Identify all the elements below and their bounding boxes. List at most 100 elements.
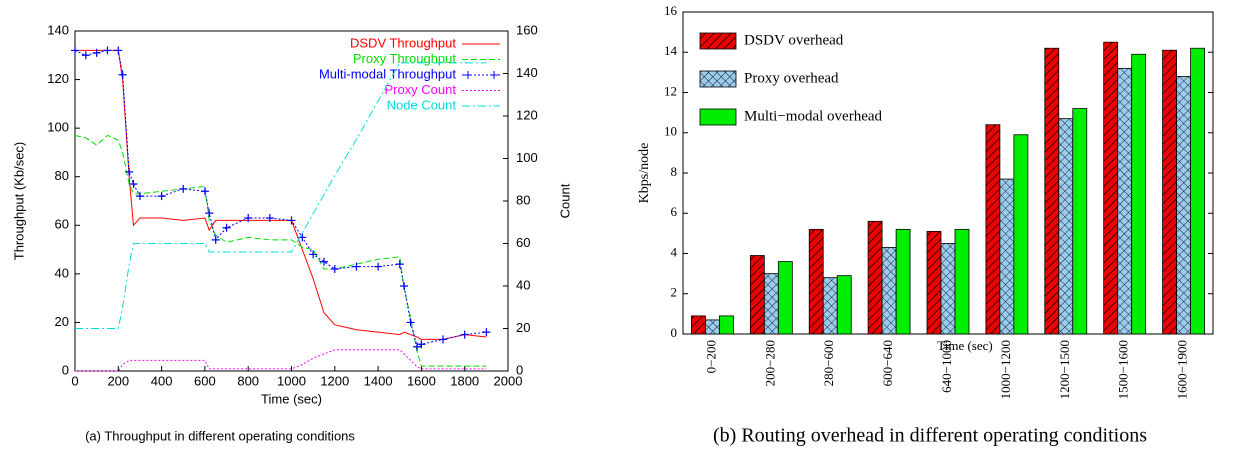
y2-tick-label: 60 [516,235,530,250]
series-line [74,134,487,367]
series-line [75,62,487,329]
x-tick-label: 1600 [407,373,436,388]
legend-swatch [699,32,737,50]
x-tick-label: 0−200 [703,340,718,373]
point-marker [265,214,274,222]
y2-tick-label: 160 [516,22,538,37]
x-tick-label: 1400 [364,373,393,388]
point-marker [309,250,318,259]
point-marker [287,216,296,225]
bar [1103,41,1119,335]
bar [954,228,970,335]
legend-marker [464,71,472,79]
bar [705,319,720,335]
y-tick-label: 60 [55,217,69,232]
legend-label: DSDV overhead [744,32,844,48]
y2-axis-label: Count [557,183,572,218]
point-marker [81,51,90,60]
point-marker [352,262,361,271]
point-marker [200,187,209,196]
bar [1044,47,1060,335]
y2-tick-label: 120 [516,107,538,122]
legend-swatch [699,108,737,126]
point-marker [460,330,469,339]
point-marker [482,328,491,337]
x-axis-label: Time (sec) [261,391,322,406]
x-tick-label: 200−280 [762,340,777,386]
y-tick-label: 0 [62,362,69,377]
y-tick-label: 12 [664,83,677,98]
series-line [75,349,487,372]
point-marker [413,342,422,351]
y-axis-label: Kbps/node [637,143,652,204]
point-marker [400,282,409,290]
x-tick-label: 0 [71,373,78,388]
point-marker [114,46,123,55]
x-tick-label: 1000−1200 [998,340,1013,399]
legend-label: Node Count [387,97,457,112]
point-marker [417,340,426,349]
y-tick-label: 140 [47,22,69,37]
y-tick-label: 20 [55,314,69,329]
y2-tick-label: 100 [516,150,538,165]
x-tick-label: 800 [237,373,259,388]
x-tick-label: 1200−1500 [1057,340,1072,399]
x-tick-label: 1600−1900 [1175,340,1190,399]
point-marker [395,260,404,269]
throughput-chart: 0 200 400 600 800 1000 1200 1400 1600 1800 2000020… [11,22,572,443]
point-marker [103,46,112,55]
y2-tick-label: 20 [516,320,530,335]
point-marker [157,192,166,201]
y-tick-label: 10 [664,124,677,139]
bar [1072,108,1088,335]
bar [1190,47,1205,335]
caption: (b) Routing overhead in different operat… [713,425,1147,447]
y-tick-label: 16 [664,3,678,18]
bar [926,230,942,335]
bar [749,255,765,335]
y-tick-label: 4 [671,244,678,259]
bar [1013,134,1029,335]
point-marker [222,223,231,232]
x-tick-label: 600−640 [880,340,895,386]
legend-label: Proxy Throughput [353,51,456,66]
legend-label: Multi−modal overhead [744,108,883,124]
x-tick-label: 1200 [320,373,349,388]
point-marker [179,184,188,193]
point-marker [118,70,127,79]
bar [822,277,838,335]
bar [1176,76,1191,335]
bar [867,220,883,335]
series-line [74,49,487,348]
legend-label: DSDV Throughput [350,35,456,50]
overhead-chart: 0 2 4 6 8 10 12 14 16 Kbps/node Time (sec) 0−200 200… [637,3,1214,447]
point-marker [211,235,220,244]
x-tick-label: 200 [107,373,129,388]
point-marker [71,46,79,55]
point-marker [125,167,134,176]
x-tick-label: 600 [194,373,216,388]
point-marker [129,180,138,188]
y2-tick-label: 40 [516,277,530,292]
bar [881,247,897,335]
bar [836,275,852,335]
legend-label: Multi-modal Throughput [319,66,456,81]
series-line [75,49,487,340]
legend-marker [490,71,498,79]
point-marker [205,209,214,218]
bar [985,124,1001,335]
x-tick-label: 1000 [277,373,306,388]
caption: (a) Throughput in different operating co… [85,428,355,443]
y-tick-label: 8 [671,164,678,179]
point-marker [319,257,328,266]
legend-label: Proxy overhead [744,70,839,86]
y2-tick-label: 140 [516,65,538,80]
point-marker [330,265,339,273]
point-marker [135,192,144,201]
point-marker [439,335,448,344]
x-tick-label: 2000 [494,373,523,388]
y-axis-label: Throughput (Kb/sec) [11,142,26,261]
bar [763,273,779,335]
bar [895,228,911,335]
